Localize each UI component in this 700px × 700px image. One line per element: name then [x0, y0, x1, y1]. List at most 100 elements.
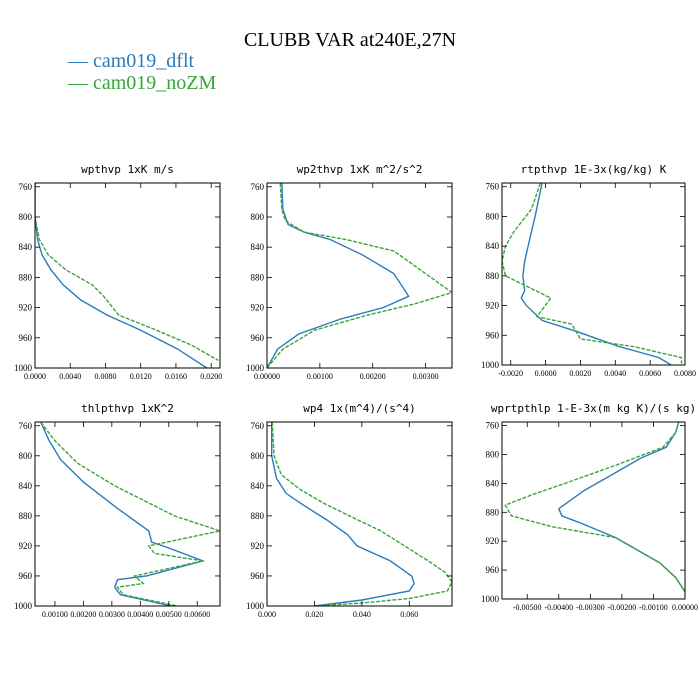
y-tick-label: 920: [251, 541, 265, 551]
y-tick-label: 760: [486, 182, 500, 192]
panel-4: thlpthvp 1xK^2 760 800 840 880 920 960 1000 0.00…: [14, 402, 221, 619]
x-tick-label: 0.0040: [59, 372, 81, 381]
panel-2: wp2thvp 1xK m^2/s^2 760 800 840 880 920 960 100…: [246, 163, 453, 381]
x-tick-label: 0.040: [353, 610, 371, 619]
y-tick-label: 840: [486, 241, 500, 251]
plot-frame: [266, 182, 453, 369]
x-tick-label: 0.00100: [42, 610, 68, 619]
x-tick-label: 0.020: [305, 610, 323, 619]
panel-title: wprtpthlp 1-E-3x(m kg K)/(s kg): [491, 402, 696, 415]
y-tick-label: 920: [486, 301, 500, 311]
y-tick-label: 960: [251, 333, 265, 343]
y-tick-label: 960: [486, 330, 500, 340]
y-tick-label: 920: [19, 303, 33, 313]
series-line-nozm: [267, 183, 452, 368]
y-tick-label: 960: [486, 565, 500, 575]
x-tick-label: 0.0080: [674, 369, 696, 378]
y-tick-label: 880: [19, 272, 33, 282]
y-tick-label: 880: [19, 511, 33, 521]
x-tick-label: 0.0160: [165, 372, 187, 381]
x-tick-label: 0.00500: [156, 610, 182, 619]
y-tick-label: 840: [19, 481, 33, 491]
series-line-dflt: [267, 183, 410, 368]
y-tick-label: 920: [251, 303, 265, 313]
plot-frame: [266, 421, 453, 607]
x-tick-label: 0.0000: [535, 369, 557, 378]
y-tick-label: 1000: [481, 594, 500, 604]
x-tick-label: 0.00000: [672, 603, 698, 612]
y-tick-label: 880: [486, 271, 500, 281]
y-tick-label: 1000: [14, 601, 33, 611]
y-tick-label: 880: [251, 511, 265, 521]
y-tick-label: 760: [19, 182, 33, 192]
x-tick-label: 0.00400: [127, 610, 153, 619]
panel-title: rtpthvp 1E-3x(kg/kg) K: [521, 163, 667, 176]
plot-frame: [501, 421, 686, 600]
x-tick-label: 0.00300: [413, 372, 439, 381]
panel-5: wp4 1x(m^4)/(s^4)76080084088092096010000…: [246, 402, 453, 619]
plot-frame: [34, 421, 221, 607]
series-line-nozm: [35, 183, 219, 362]
y-tick-label: 960: [19, 333, 33, 343]
x-tick-label: 0.060: [400, 610, 418, 619]
y-tick-label: 760: [251, 421, 265, 431]
x-tick-label: 0.00200: [360, 372, 386, 381]
y-tick-label: 760: [486, 421, 500, 431]
y-tick-label: 760: [19, 421, 33, 431]
series-line-nozm: [40, 422, 220, 606]
plot-frame: [501, 182, 686, 366]
legend-entry-nozm: — cam019_noZM: [68, 72, 217, 94]
series-line-nozm: [271, 422, 452, 606]
panel-3: rtpthvp 1E-3x(kg/kg) K 760 800 840 880 920 960…: [481, 163, 696, 378]
x-tick-label: 0.0020: [569, 369, 591, 378]
x-tick-label: -0.00400: [544, 603, 573, 612]
series-line-nozm: [504, 422, 685, 593]
y-tick-label: 840: [251, 481, 265, 491]
y-tick-label: 880: [251, 272, 265, 282]
x-tick-label: 0.0120: [130, 372, 152, 381]
panel-title: wp2thvp 1xK m^2/s^2: [297, 163, 423, 176]
y-tick-label: 880: [486, 507, 500, 517]
y-tick-label: 760: [251, 182, 265, 192]
x-tick-label: 0.00100: [307, 372, 333, 381]
x-tick-label: -0.00300: [576, 603, 605, 612]
y-tick-label: 1000: [14, 363, 33, 373]
series-line-dflt: [40, 422, 206, 606]
panel-title: wp4 1x(m^4)/(s^4): [303, 402, 416, 415]
y-tick-label: 1000: [246, 601, 265, 611]
panel-title: thlpthvp 1xK^2: [81, 402, 174, 415]
series-line-dflt: [35, 183, 208, 368]
series-line-dflt: [557, 422, 685, 593]
x-tick-label: 0.0000: [24, 372, 46, 381]
y-tick-label: 800: [251, 212, 265, 222]
y-tick-label: 920: [486, 536, 500, 546]
legend-entry-dflt: — cam019_dflt: [68, 50, 195, 72]
x-tick-label: 0.0200: [200, 372, 222, 381]
series-line-dflt: [520, 183, 672, 365]
x-tick-label: 0.0060: [639, 369, 661, 378]
x-tick-label: 0.0080: [94, 372, 116, 381]
y-tick-label: 800: [19, 451, 33, 461]
y-tick-label: 840: [251, 242, 265, 252]
x-tick-label: -0.0020: [498, 369, 523, 378]
x-tick-label: 0.00000: [254, 372, 280, 381]
series-line-dflt: [271, 422, 415, 606]
y-tick-label: 960: [19, 571, 33, 581]
y-tick-label: 800: [486, 211, 500, 221]
x-tick-label: 0.0040: [604, 369, 626, 378]
panel-6: wprtpthlp 1-E-3x(m kg K)/(s kg) 760 800 840…: [481, 402, 698, 612]
x-tick-label: 0.00600: [184, 610, 210, 619]
y-tick-label: 1000: [246, 363, 265, 373]
y-tick-label: 840: [486, 478, 500, 488]
x-tick-label: 0.00300: [99, 610, 125, 619]
y-tick-label: 800: [251, 451, 265, 461]
x-tick-label: 0.00200: [70, 610, 96, 619]
x-tick-label: 0.000: [258, 610, 276, 619]
x-tick-label: -0.00100: [639, 603, 668, 612]
y-tick-label: 920: [19, 541, 33, 551]
plot-frame: [34, 182, 221, 369]
series-line-nozm: [502, 183, 683, 364]
y-tick-label: 800: [486, 450, 500, 460]
y-tick-label: 840: [19, 242, 33, 252]
y-tick-label: 800: [19, 212, 33, 222]
